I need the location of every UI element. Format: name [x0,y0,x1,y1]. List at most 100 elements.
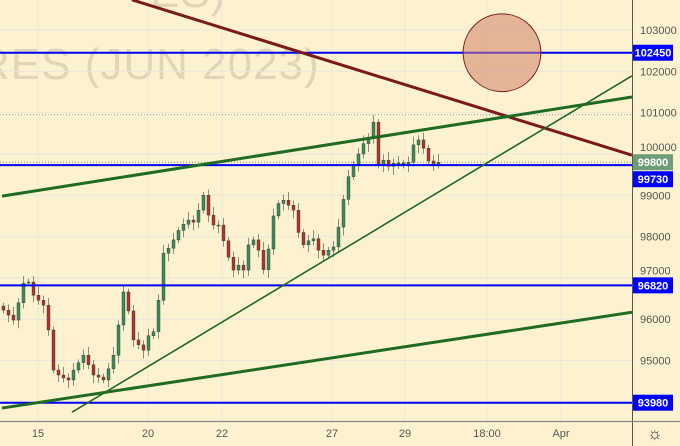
candle-body [226,240,231,258]
candle [31,276,36,303]
candle-body [76,362,81,371]
price-tag: 99730 [633,171,673,188]
candle-body [361,143,366,155]
candle [391,158,396,175]
candle-body [6,309,11,316]
candle [396,156,401,169]
candle-body [336,226,341,248]
gear-icon[interactable]: ☼ [647,424,663,443]
candle [261,241,266,275]
candle [266,244,271,278]
candle-body [206,195,211,216]
price-tag-label: 93980 [638,398,669,410]
candle [56,364,61,383]
candle-body [271,215,276,250]
plot-area [0,0,632,421]
x-tick-label: 20 [142,428,154,440]
candle [201,191,206,214]
candle [276,200,281,220]
candle [136,331,141,350]
candle [336,218,341,252]
candle [111,346,116,374]
candle [341,194,346,236]
candle-body [41,300,46,306]
candle-body [301,232,306,246]
candle-body [176,230,181,241]
candle [61,366,66,383]
candle [131,305,136,347]
candle [356,148,361,172]
candle-body [211,214,216,226]
trendline-up-channel-top [1,95,632,198]
candle-body [146,335,151,351]
candle [421,132,426,154]
candle [186,211,191,229]
candle [411,136,416,167]
candle [221,218,226,247]
candle [296,203,301,239]
candle-body [51,329,56,371]
candle [106,363,111,388]
price-tag-label: 102450 [635,48,672,60]
candle-body [116,324,121,356]
candle-body [316,238,321,251]
candle-body [111,354,116,370]
candle [6,304,11,323]
candle-body [91,364,96,376]
candle [96,367,101,383]
candle [326,246,331,259]
candle [121,284,126,331]
candle-body [221,224,226,241]
candle [226,237,231,261]
candle-body [16,302,21,321]
candle-body [426,147,431,162]
candle [286,191,291,210]
candle [381,154,386,173]
candle [51,326,56,374]
candle [316,234,321,259]
candle-body [246,244,251,271]
candle-body [156,300,161,332]
candle-body [131,310,136,341]
candle [251,236,256,249]
candle [161,244,166,305]
price-tag-label: 96820 [638,280,669,292]
candle [126,288,131,315]
candle-body [286,200,291,206]
candle [46,298,51,336]
candle [426,144,431,165]
candle [1,302,6,314]
price-tag-label: 99730 [638,174,669,186]
x-tick-label: 29 [399,428,411,440]
candle-body [236,264,241,271]
candle [211,206,216,230]
candle-body [171,239,176,249]
y-tick-label: 101000 [640,108,677,120]
y-tick-label: 99000 [640,190,671,202]
price-tag-bg [633,277,673,294]
candle-body [126,291,131,312]
candle [376,118,381,169]
candle [256,234,261,258]
trendline-up-support [71,75,632,413]
candle [351,160,356,180]
candle [271,208,276,255]
candle [16,298,21,329]
candle [306,234,311,252]
candle-body [66,377,71,381]
candle-body [311,238,316,241]
candle-body [101,376,106,381]
price-tag-bg [633,394,673,411]
candle [246,237,251,276]
candle-body [231,257,236,271]
price-tag-bg [633,154,673,171]
y-tick-label: 95000 [640,356,671,368]
candle-body [431,160,436,165]
x-tick-label: 18:00 [473,428,501,440]
candle-body [71,369,76,381]
candle-body [96,374,101,378]
candle [181,218,186,238]
candle [91,360,96,384]
candle [216,220,221,234]
